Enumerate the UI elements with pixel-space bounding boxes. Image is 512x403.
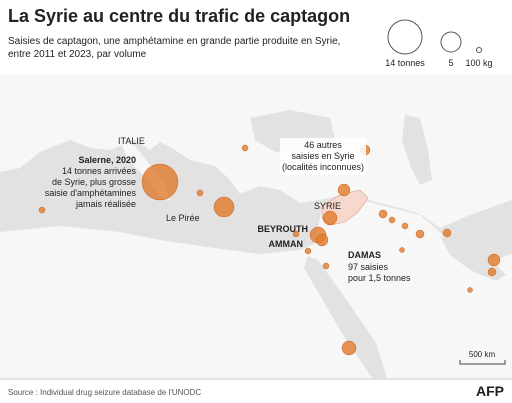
legend-circle	[440, 31, 462, 53]
subtitle: entre 2011 et 2023, par volume	[8, 49, 147, 60]
bubble	[378, 209, 388, 219]
bubble	[196, 189, 204, 197]
label: BEYROUTH	[257, 224, 308, 234]
bubble	[241, 144, 249, 152]
legend-label: 14 tonnes	[385, 58, 425, 68]
label: jamais réalisée	[75, 199, 136, 209]
label: (localités inconnues)	[282, 162, 364, 172]
bubble	[415, 229, 425, 239]
bubble	[442, 228, 452, 238]
legend-label: 5	[448, 58, 453, 68]
legend-label: 100 kg	[465, 58, 492, 68]
note-box	[280, 138, 366, 175]
legend-circle	[387, 19, 423, 55]
land	[0, 195, 512, 378]
label: SYRIE	[314, 201, 341, 211]
logo: AFP	[476, 383, 504, 399]
bubble	[292, 230, 300, 238]
source: Source : Individual drug seizure databas…	[8, 388, 201, 397]
bubble	[322, 262, 330, 270]
bubble	[141, 163, 179, 201]
subtitle: Saisies de captagon, une amphétamine en …	[8, 36, 340, 47]
legend: 14 tonnes 5 100 kg	[385, 19, 493, 68]
label: de Syrie, plus grosse	[52, 177, 136, 187]
sea	[402, 115, 432, 185]
label: saisie d'amphétamines	[45, 188, 137, 198]
label: saisies en Syrie	[291, 151, 354, 161]
label: AMMAN	[269, 239, 304, 249]
bubble	[388, 216, 396, 224]
scale-label: 500 km	[469, 350, 496, 359]
bubble	[467, 287, 473, 293]
label: 46 autres	[304, 140, 342, 150]
label: 14 tonnes arrivées	[62, 166, 137, 176]
bubble	[487, 267, 497, 277]
bubble	[487, 253, 501, 267]
bubble	[341, 340, 357, 356]
label: pour 1,5 tonnes	[348, 273, 411, 283]
bubble	[322, 210, 338, 226]
title: La Syrie au centre du trafic de captagon	[8, 6, 350, 26]
legend-circle	[476, 47, 482, 53]
label: ITALIE	[118, 136, 145, 146]
bubble	[304, 247, 312, 255]
label: 97 saisies	[348, 262, 389, 272]
bubble	[399, 247, 405, 253]
label: DAMAS	[348, 250, 381, 260]
land	[0, 75, 512, 228]
bubble	[38, 206, 46, 214]
bubble	[213, 196, 235, 218]
map: 46 autres saisies en Syrie (localités in…	[0, 75, 512, 380]
bubble	[401, 222, 409, 230]
scale-bar	[459, 360, 506, 365]
label: Salerne, 2020	[78, 155, 136, 165]
bubble	[315, 233, 329, 247]
label: Le Pirée	[166, 213, 200, 223]
bubble	[337, 183, 351, 197]
sea	[304, 256, 387, 378]
